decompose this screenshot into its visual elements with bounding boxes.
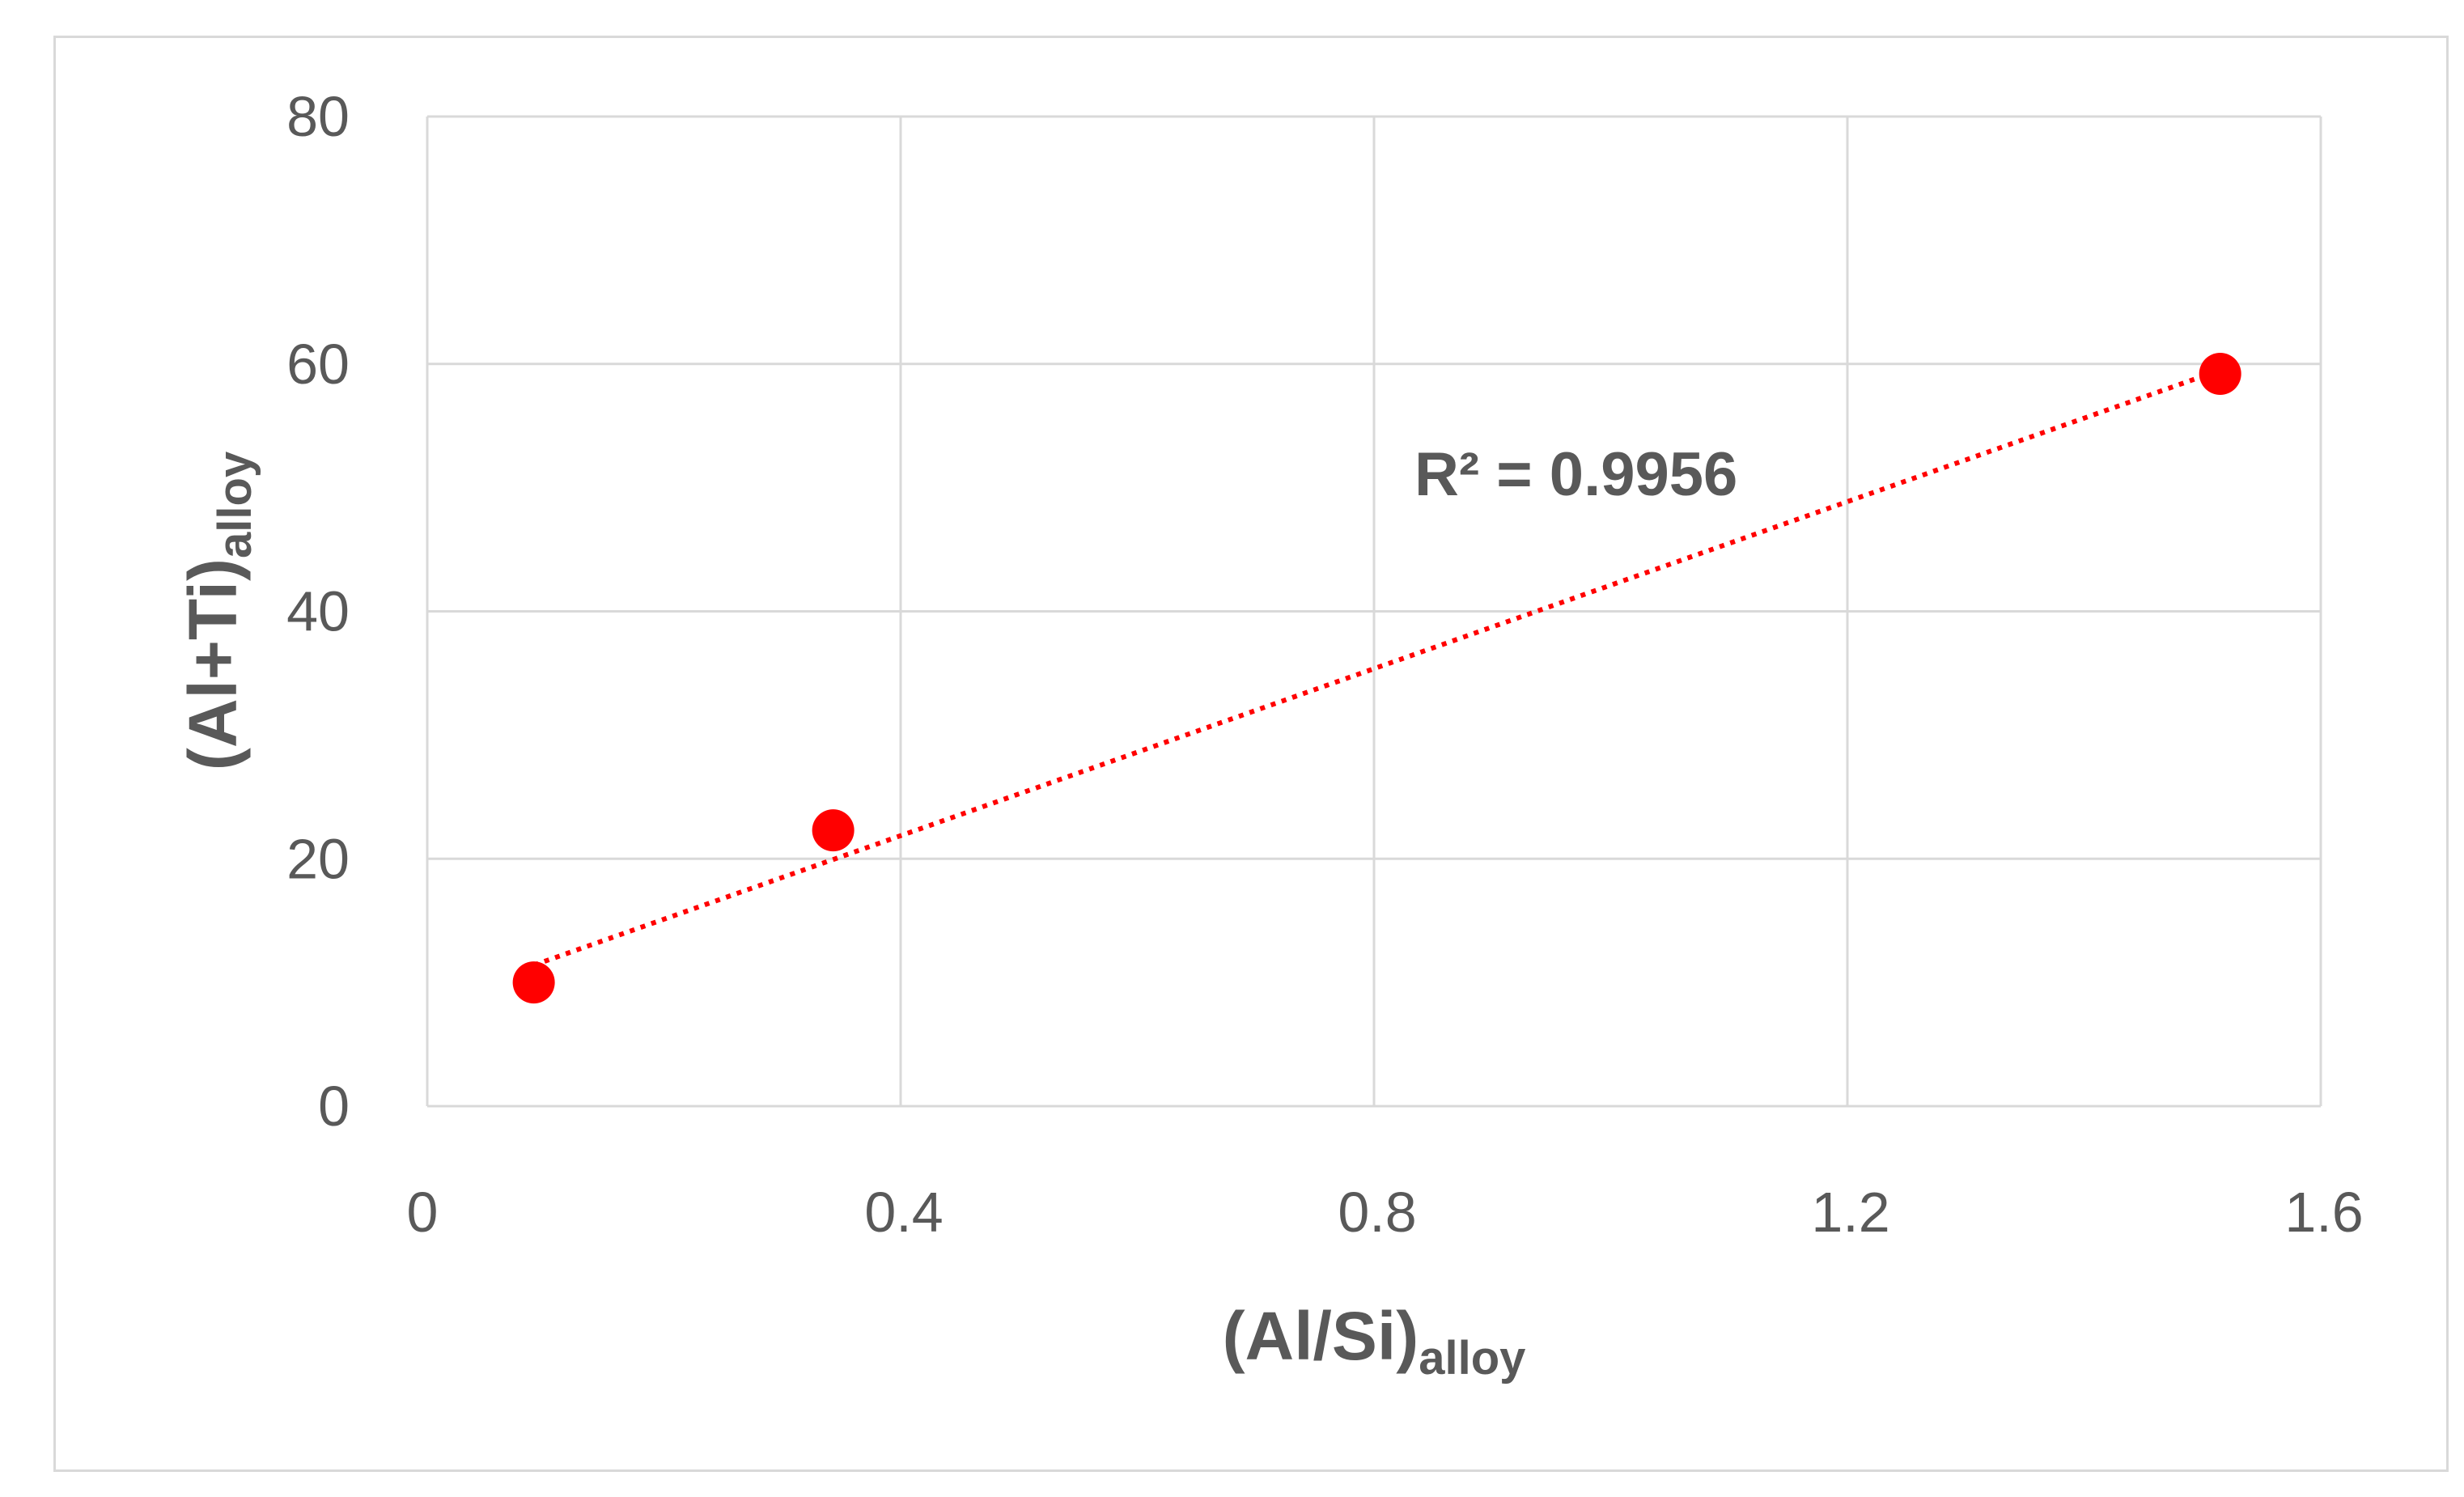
y-axis-title-sub: alloy	[209, 452, 261, 558]
x-axis-title: (Al/Si)alloy	[1223, 1298, 1526, 1385]
trendline-group	[532, 367, 2221, 968]
y-tick-label: 40	[286, 580, 350, 643]
x-tick-label: 0	[407, 1181, 439, 1244]
x-axis-title-sub: alloy	[1419, 1332, 1525, 1385]
x-tick-label: 1.2	[1811, 1181, 1889, 1244]
x-tick-label: 0.4	[864, 1181, 943, 1244]
y-tick-label: 20	[286, 827, 350, 890]
r-squared-annotation: R² = 0.9956	[1414, 440, 1737, 509]
grid-lines	[426, 115, 2322, 1108]
chart-frame	[53, 36, 2449, 1472]
y-axis-title: (Al+Ti)alloy	[175, 452, 261, 770]
x-axis-title-main: (Al/Si)	[1223, 1298, 1419, 1374]
trendline	[532, 367, 2221, 968]
data-points	[512, 352, 2241, 1004]
data-point	[512, 961, 555, 1004]
data-point	[2199, 352, 2241, 395]
x-tick-label: 1.6	[2284, 1181, 2363, 1244]
y-tick-label: 80	[286, 85, 350, 148]
data-point	[812, 809, 855, 852]
tick-labels: 0 20 40 60 80 0 0.4 0.8 1.2 1.6	[286, 85, 2364, 1244]
y-axis-title-main: (Al+Ti)	[175, 558, 251, 770]
y-tick-label: 0	[318, 1075, 350, 1138]
x-tick-label: 0.8	[1338, 1181, 1416, 1244]
y-tick-label: 60	[286, 333, 350, 396]
